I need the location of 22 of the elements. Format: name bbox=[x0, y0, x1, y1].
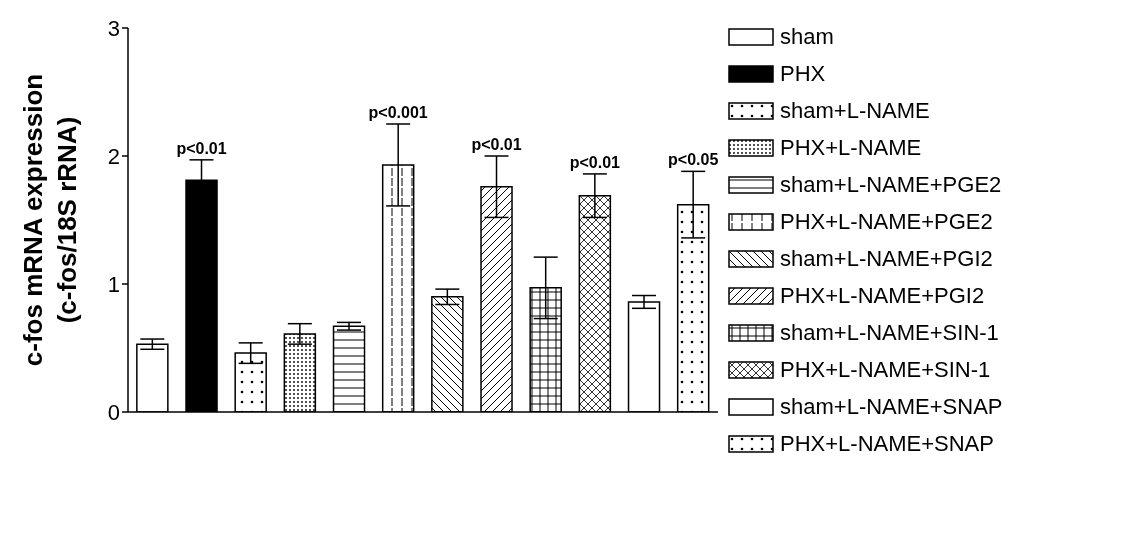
legend-label: sham+L-NAME bbox=[780, 98, 930, 124]
legend-label: sham+L-NAME+SNAP bbox=[780, 394, 1003, 420]
data-label: p<0.01 bbox=[471, 136, 522, 153]
legend-label: sham+L-NAME+PGI2 bbox=[780, 246, 993, 272]
legend-label: PHX+L-NAME+PGI2 bbox=[780, 283, 985, 309]
legend-label: PHX+L-NAME+SIN-1 bbox=[780, 357, 991, 383]
data-label: p<0.001 bbox=[368, 104, 428, 121]
legend-label: sham bbox=[780, 24, 834, 50]
y-axis-title: c-fos mRNA expression (c-fos/18S rRNA) bbox=[18, 73, 82, 367]
legend-label: PHX+L-NAME+SNAP bbox=[780, 431, 994, 457]
y-tick-label: 2 bbox=[107, 143, 120, 169]
legend-label: PHX+L-NAME+PGE2 bbox=[780, 209, 993, 235]
legend-label: sham+L-NAME+SIN-1 bbox=[780, 320, 999, 346]
data-label: p<0.01 bbox=[176, 139, 227, 157]
y-tick-label: 3 bbox=[107, 15, 120, 41]
data-label: p<0.01 bbox=[569, 153, 621, 171]
legend-label: PHX bbox=[780, 61, 826, 87]
data-label: p<0.05 bbox=[668, 151, 719, 169]
legend-label: PHX+L-NAME bbox=[780, 135, 922, 161]
y-tick-label: 0 bbox=[107, 399, 120, 425]
legend-label: sham+L-NAME+PGE2 bbox=[780, 172, 1002, 198]
y-tick-label: 1 bbox=[107, 271, 120, 297]
